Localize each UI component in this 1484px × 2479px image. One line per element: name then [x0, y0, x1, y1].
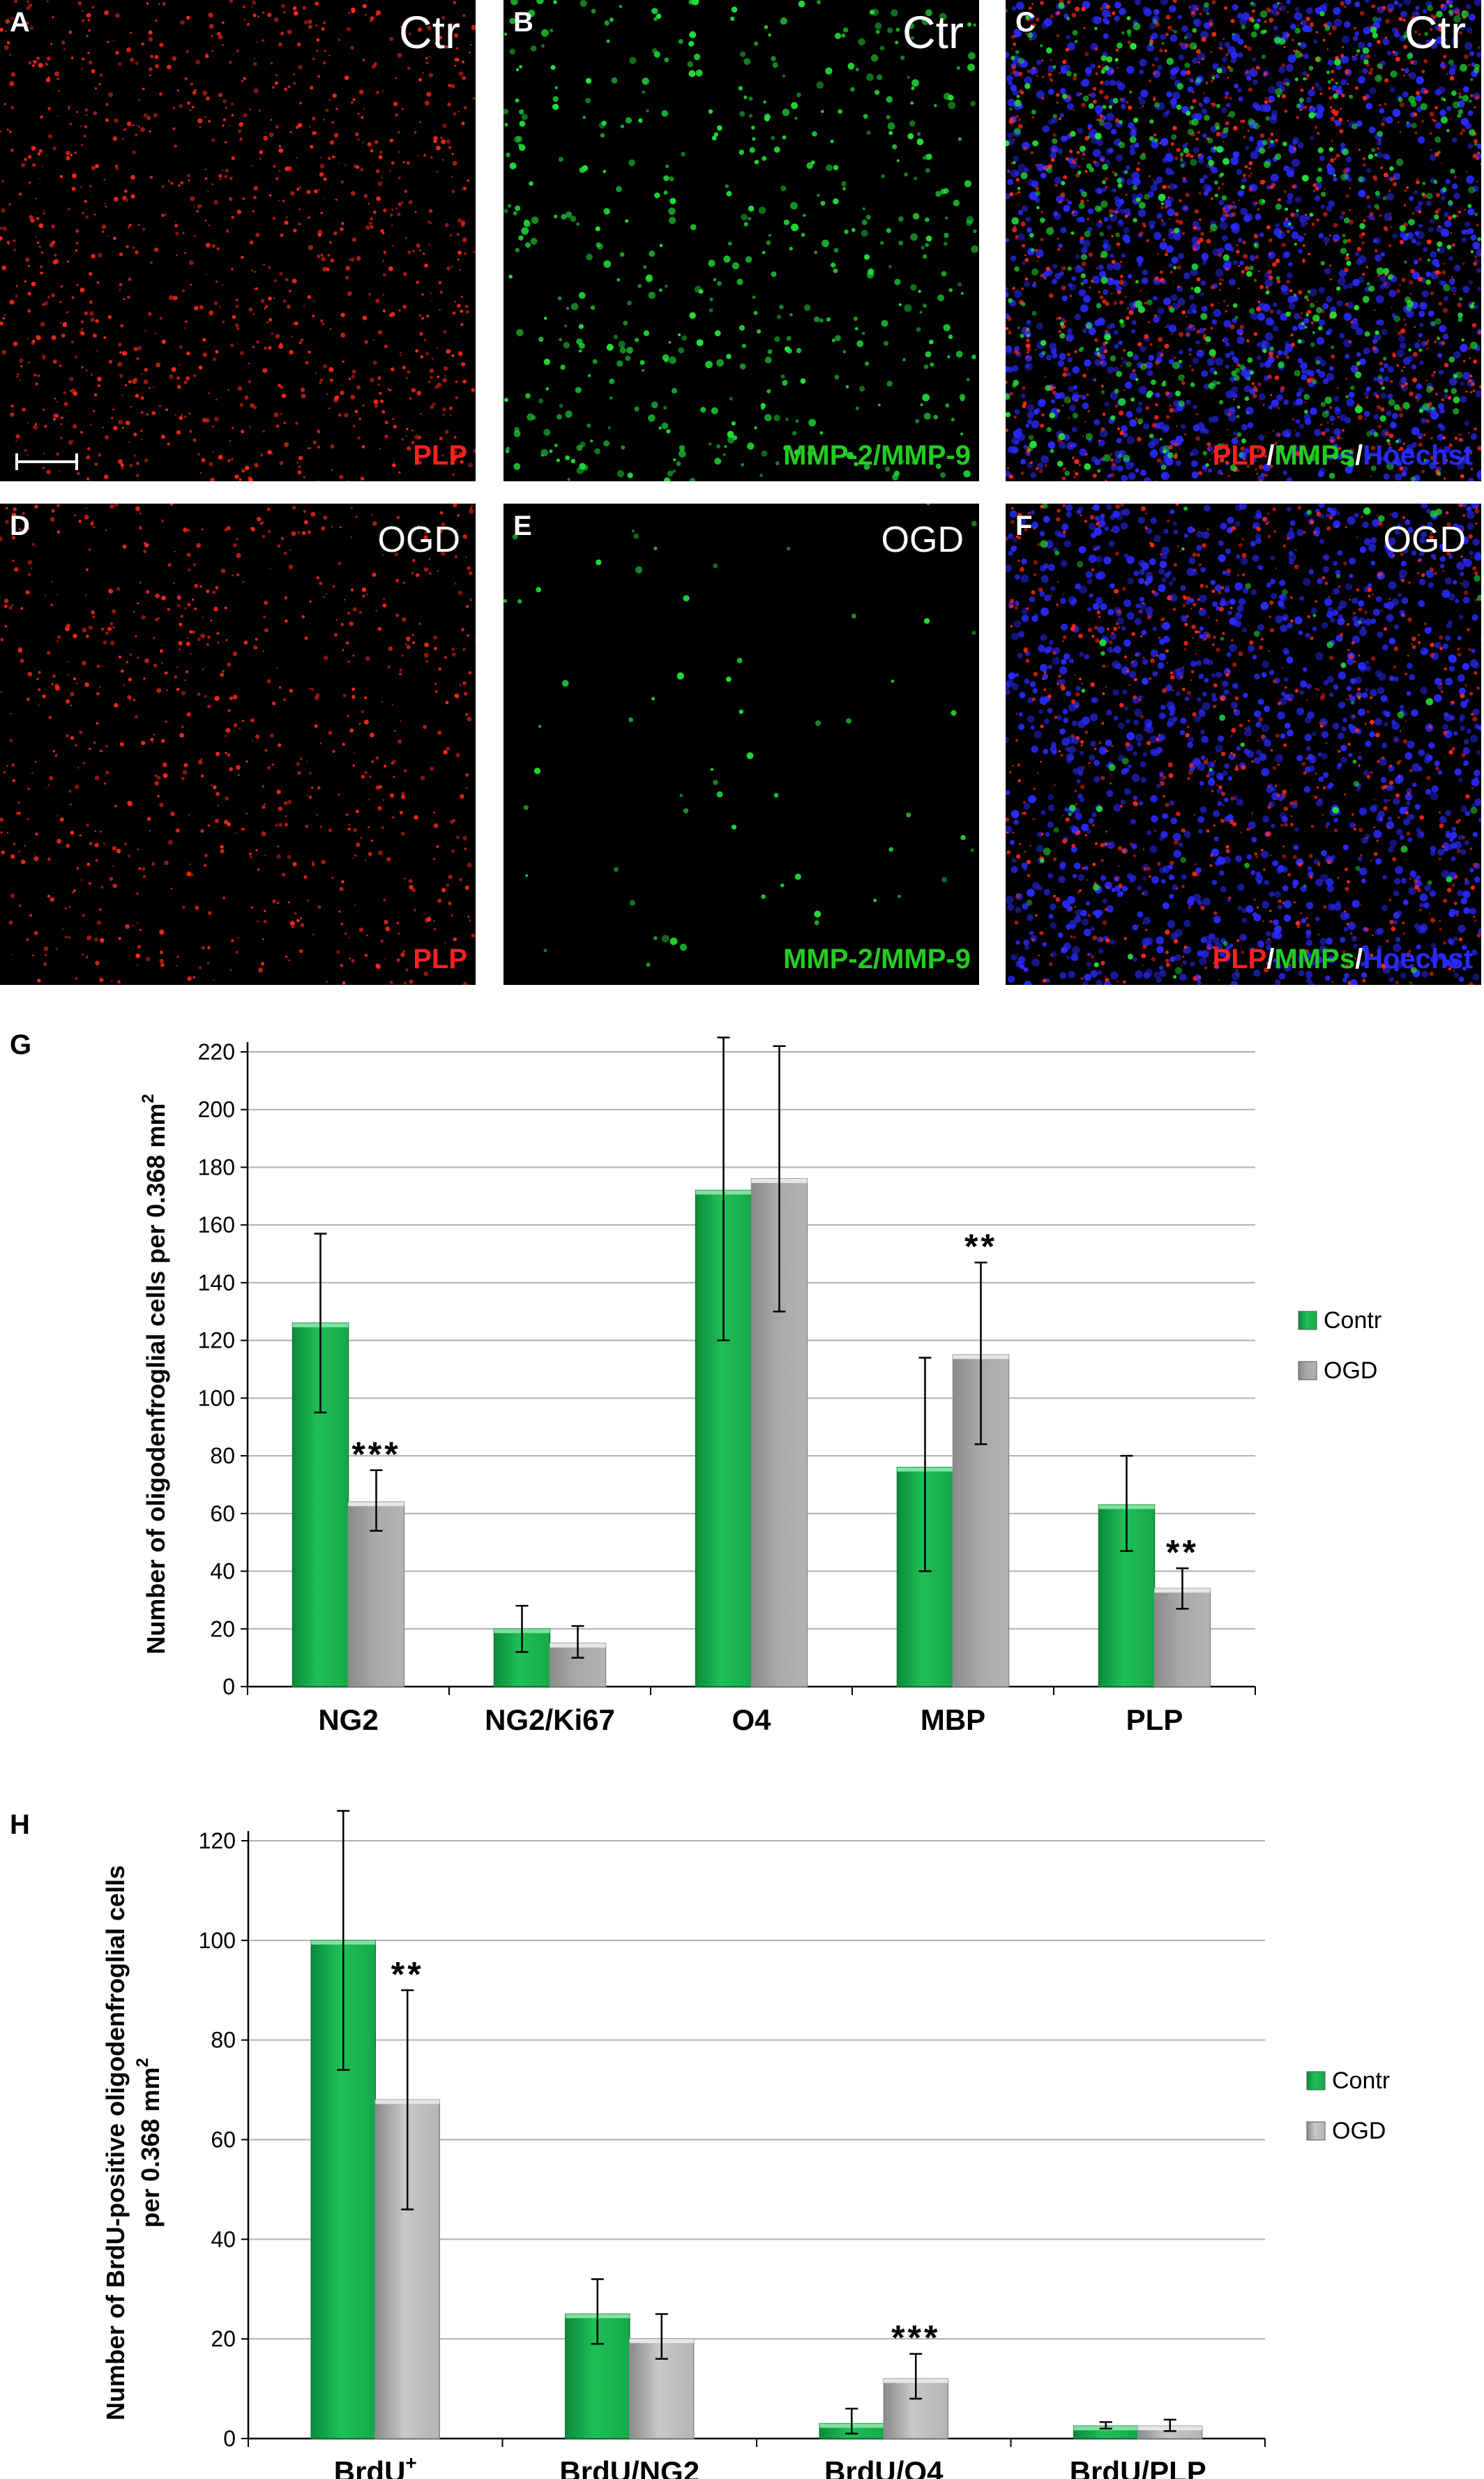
panel-label: C [1015, 7, 1036, 38]
stain-part: MMP-2/MMP-9 [783, 440, 971, 471]
legend-label-ogd: OGD [1324, 1357, 1377, 1384]
legend-label-ogd: OGD [1332, 2118, 1386, 2144]
microscopy-panel-f: F OGD PLP/MMPs/Hoechst [1006, 504, 1481, 985]
category-label: BrdU/PLP [1070, 2455, 1206, 2479]
significance-marker: ** [1166, 1532, 1199, 1572]
stain-part: PLP [1213, 944, 1267, 974]
condition-label: OGD [378, 519, 460, 561]
y-tick-label: 40 [211, 2226, 236, 2252]
microscopy-panel-c: C Ctr PLP/MMPs/Hoechst [1006, 0, 1481, 481]
legend-swatch-contr [1307, 2072, 1325, 2090]
significance-marker: *** [351, 1435, 400, 1474]
stain-label: MMP-2/MMP-9 [783, 944, 971, 975]
condition-label: OGD [881, 519, 964, 561]
stain-label: PLP [413, 944, 467, 975]
category-label: NG2 [318, 1703, 378, 1736]
y-tick-label: 160 [198, 1212, 235, 1237]
significance-marker: ** [964, 1227, 997, 1266]
y-tick-label: 80 [210, 1443, 235, 1468]
y-tick-label: 120 [198, 1328, 235, 1353]
y-tick-label: 20 [211, 2326, 236, 2351]
y-tick-label: 80 [211, 2028, 236, 2053]
stain-label: PLP/MMPs/Hoechst [1213, 944, 1473, 975]
legend-label-contr: Contr [1324, 1307, 1381, 1334]
stain-label: MMP-2/MMP-9 [783, 440, 971, 472]
microscopy-panel-b: B Ctr MMP-2/MMP-9 [503, 0, 979, 481]
stain-part: / [1355, 440, 1363, 471]
panel-label: D [10, 511, 30, 542]
legend-swatch-ogd [1307, 2122, 1325, 2140]
scale-bar [15, 460, 78, 463]
y-tick-label: 200 [198, 1097, 235, 1122]
panel-label: B [513, 7, 533, 38]
legend-swatch-ogd [1298, 1362, 1317, 1380]
y-tick-label: 0 [222, 1674, 235, 1699]
microscopy-panel-e: E OGD MMP-2/MMP-9 [503, 504, 979, 985]
fluorescence-texture [0, 0, 476, 481]
significance-marker: *** [891, 2319, 940, 2358]
chart-g: 0 20 40 60 80 100 120 140 160 180 200 220 NG2 NG2/Ki6… [0, 997, 1484, 1751]
stain-label: PLP [413, 440, 467, 472]
stain-part: PLP [413, 440, 467, 471]
stain-label: PLP/MMPs/Hoechst [1213, 440, 1473, 472]
category-label: BrdU/O4 [824, 2455, 944, 2479]
significance-marker: ** [391, 1954, 424, 1994]
y-tick-label: 40 [210, 1559, 235, 1584]
category-label: PLP [1126, 1703, 1183, 1736]
stain-part: PLP [1213, 440, 1267, 471]
microscopy-panel-d: D OGD PLP [0, 504, 476, 985]
y-tick-label: 60 [210, 1501, 235, 1526]
stain-part: / [1355, 944, 1363, 974]
legend-swatch-contr [1298, 1311, 1317, 1329]
y-tick-label: 140 [198, 1270, 235, 1295]
stain-part: / [1266, 944, 1274, 974]
fluorescence-texture [1006, 0, 1481, 481]
panel-label: E [513, 511, 532, 542]
category-label: O4 [732, 1703, 771, 1736]
stain-part: MMP-2/MMP-9 [783, 944, 971, 974]
y-axis-label-line1: Number of BrdU-positive oligodenfroglial… [101, 1865, 130, 2420]
condition-label: Ctr [902, 6, 964, 59]
y-tick-label: 220 [198, 1039, 235, 1064]
stain-part: Hoechst [1363, 440, 1473, 471]
panel-label: F [1015, 511, 1032, 542]
fluorescence-texture [1006, 504, 1481, 985]
fluorescence-texture [503, 504, 979, 985]
stain-part: Hoechst [1363, 944, 1473, 974]
category-label: NG2/Ki67 [485, 1703, 615, 1736]
microscopy-panel-a: A Ctr PLP [0, 0, 476, 481]
category-label: BrdU/NG2 [559, 2455, 699, 2479]
fluorescence-texture [0, 504, 476, 985]
fluorescence-texture [503, 0, 979, 481]
y-tick-label: 60 [211, 2127, 236, 2153]
stain-part: MMPs [1274, 944, 1355, 974]
y-tick-label: 120 [199, 1828, 236, 1853]
y-tick-label: 20 [210, 1616, 235, 1641]
chart-h: 0 20 40 60 80 100 120 BrdU+ BrdU/NG2 BrdU/O4 BrdU/… [0, 1740, 1484, 2479]
condition-label: OGD [1384, 519, 1466, 561]
y-tick-label: 100 [199, 1928, 236, 1953]
y-axis-label-line2: per 0.368 mm2 [133, 2058, 165, 2228]
stain-part: MMPs [1274, 440, 1355, 471]
panel-label: A [10, 7, 30, 38]
y-axis-label: Number of oligodenfroglial cells per 0.3… [139, 1094, 170, 1655]
category-label: BrdU+ [334, 2452, 417, 2479]
y-tick-label: 0 [223, 2426, 236, 2451]
legend-label-contr: Contr [1332, 2067, 1390, 2094]
stain-part: / [1266, 440, 1274, 471]
category-label: MBP [921, 1703, 985, 1736]
condition-label: Ctr [399, 6, 460, 59]
y-tick-label: 100 [198, 1385, 235, 1410]
condition-label: Ctr [1404, 6, 1466, 59]
y-tick-label: 180 [198, 1154, 235, 1180]
stain-part: PLP [413, 944, 467, 974]
